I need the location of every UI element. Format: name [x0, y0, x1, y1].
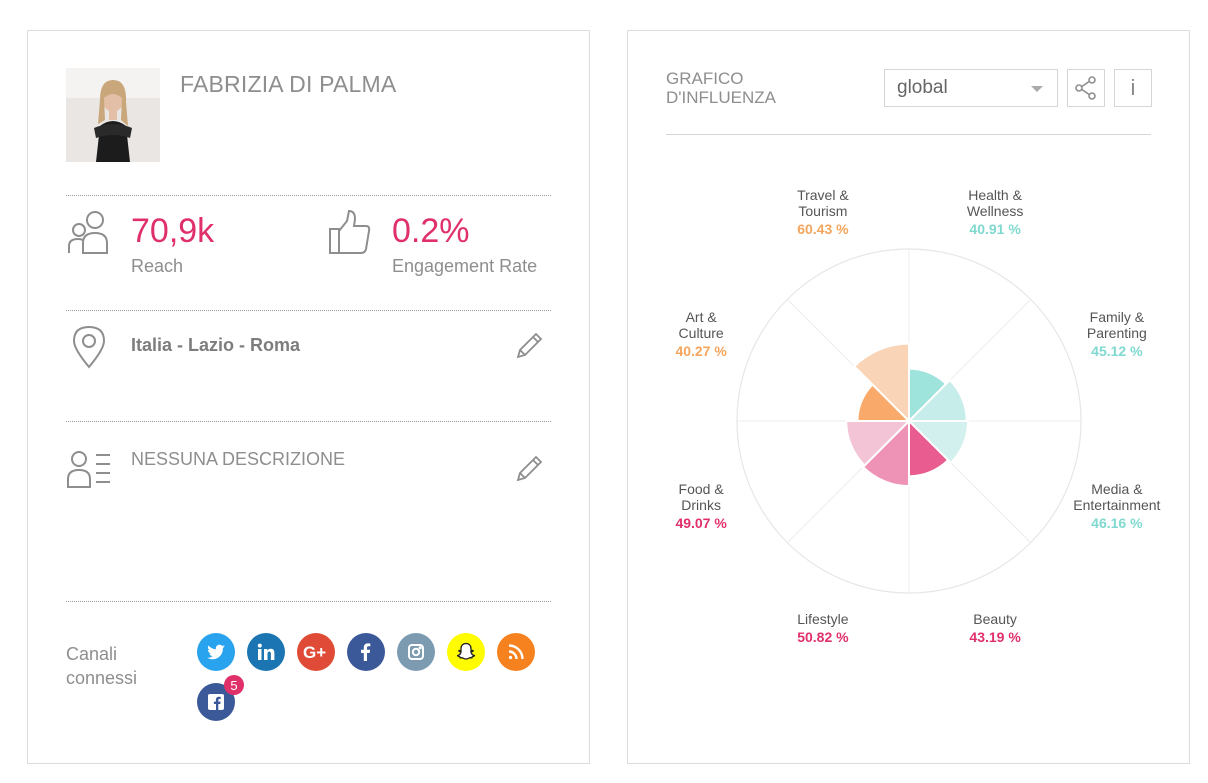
edit-location-button[interactable]	[514, 329, 546, 361]
pencil-icon	[516, 455, 543, 482]
instagram-button[interactable]	[397, 633, 435, 671]
category-label: Entertainment	[1073, 497, 1160, 513]
location-pin-icon	[72, 325, 106, 374]
linkedin-icon	[257, 643, 275, 660]
chart-sector[interactable]	[861, 418, 910, 488]
info-button[interactable]: i	[1114, 69, 1152, 107]
facebook-button[interactable]	[347, 633, 385, 671]
user-description-icon	[66, 449, 112, 494]
influence-chart-card: GRAFICO D'INFLUENZA global i Health & Wel…	[627, 30, 1190, 764]
profile-card: FABRIZIA DI PALMA 70,9k Reach 0.2% Engag…	[27, 30, 590, 764]
category-value: 40.27 %	[675, 343, 727, 359]
category-label: Lifestyle	[797, 611, 849, 627]
reach-label: Reach	[131, 256, 184, 276]
rss-button[interactable]	[497, 633, 535, 671]
info-icon: i	[1130, 75, 1136, 100]
divider	[66, 310, 551, 311]
influence-polar-chart: Health &Wellness 40.91 % Family &Parenting…	[675, 187, 1160, 645]
instagram-icon	[408, 644, 424, 660]
category-label: Food &	[679, 481, 725, 497]
chart-sector[interactable]	[845, 420, 912, 467]
channels-label: Canali connessi	[66, 644, 138, 688]
category-value: 45.12 %	[1091, 343, 1143, 359]
location-text: Italia - Lazio - Roma	[131, 335, 301, 355]
rss-icon	[508, 644, 524, 660]
facebook-pages-button[interactable]	[197, 683, 235, 721]
pages-count-badge: 5	[224, 675, 244, 695]
svg-text:G+: G+	[303, 643, 326, 662]
category-value: 46.16 %	[1091, 515, 1143, 531]
category-label: Parenting	[1087, 325, 1147, 341]
twitter-icon	[207, 644, 225, 660]
facebook-icon	[361, 643, 371, 661]
category-value: 50.82 %	[797, 629, 849, 645]
google-plus-button[interactable]: G+	[297, 633, 335, 671]
category-label: Health &	[968, 187, 1022, 203]
category-label: Culture	[679, 325, 724, 341]
divider	[666, 134, 1151, 135]
category-label: Media &	[1091, 481, 1143, 497]
category-label: Travel &	[797, 187, 849, 203]
divider	[66, 195, 551, 196]
chart-sector[interactable]	[906, 420, 970, 465]
edit-description-button[interactable]	[514, 452, 546, 484]
chart-sector[interactable]	[852, 342, 910, 424]
category-value: 49.07 %	[675, 515, 727, 531]
scope-select[interactable]: global	[884, 69, 1058, 107]
share-icon	[1075, 76, 1096, 100]
users-icon	[66, 209, 112, 260]
twitter-button[interactable]	[197, 633, 235, 671]
category-label: Family &	[1090, 309, 1145, 325]
thumbs-up-icon	[328, 209, 372, 260]
snapchat-button[interactable]	[447, 633, 485, 671]
google-plus-icon: G+	[303, 643, 326, 662]
profile-name: FABRIZIA DI PALMA	[180, 71, 397, 97]
engagement-label: Engagement Rate	[392, 256, 538, 276]
linkedin-button[interactable]	[247, 633, 285, 671]
share-button[interactable]	[1067, 69, 1105, 107]
category-label: Wellness	[967, 203, 1024, 219]
avatar[interactable]	[66, 68, 160, 162]
category-label: Art &	[686, 309, 718, 325]
scope-select-value: global	[897, 77, 948, 98]
category-label: Drinks	[681, 497, 721, 513]
engagement-value: 0.2%	[392, 212, 470, 250]
category-value: 43.19 %	[969, 629, 1021, 645]
snapchat-icon	[456, 642, 476, 660]
chevron-down-icon	[1031, 86, 1043, 92]
description-text: NESSUNA DESCRIZIONE	[131, 449, 346, 469]
category-value: 60.43 %	[797, 221, 849, 237]
pencil-icon	[516, 332, 543, 359]
category-value: 40.91 %	[969, 221, 1021, 237]
facebook-pages-icon	[208, 694, 224, 710]
divider	[66, 601, 551, 602]
category-label: Tourism	[798, 203, 847, 219]
category-label: Beauty	[973, 611, 1017, 627]
chart-title: GRAFICO D'INFLUENZA	[666, 69, 776, 107]
reach-value: 70,9k	[131, 212, 215, 250]
divider	[66, 421, 551, 422]
